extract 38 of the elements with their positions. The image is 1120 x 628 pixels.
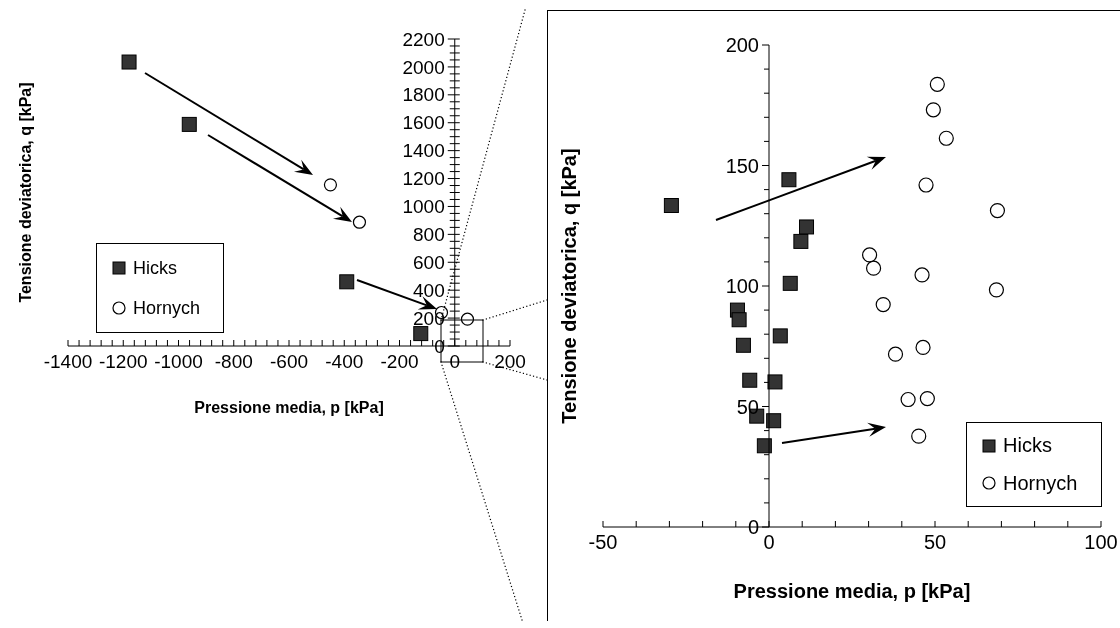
- y-tick-label: 1200: [402, 168, 445, 190]
- x-tick-label: 200: [494, 351, 526, 372]
- y-tick-label: 1000: [402, 196, 445, 218]
- y-tick-label: 0: [434, 335, 445, 357]
- y-tick-label: 1400: [402, 140, 445, 162]
- y-tick-label: 0: [747, 516, 759, 538]
- x-tick-label: 0: [449, 351, 461, 372]
- y-tick-label: 1800: [402, 84, 445, 106]
- x-tick-label: 0: [763, 531, 775, 553]
- x-tick-label: -600: [269, 351, 309, 372]
- y-tick-label: 400: [413, 279, 445, 301]
- y-axis-title: Tensione deviatorica, q [kPa]: [558, 148, 580, 424]
- x-tick-label: -50: [588, 531, 618, 553]
- x-tick-label: 50: [923, 531, 947, 553]
- y-tick-label: 200: [413, 307, 445, 329]
- y-tick-label: 600: [413, 251, 445, 273]
- legend-label: Hornych: [1003, 471, 1078, 495]
- x-tick-label: -1000: [154, 351, 203, 372]
- y-tick-label: 100: [725, 275, 759, 297]
- y-axis-title: Tensione deviatorica, q [kPa]: [16, 82, 34, 303]
- x-tick-label: -1400: [43, 351, 93, 372]
- legend-label: Hornych: [133, 297, 201, 319]
- legend-label: Hicks: [133, 257, 177, 279]
- x-tick-label: 100: [1084, 531, 1118, 553]
- y-tick-label: 2200: [402, 28, 445, 50]
- x-axis-title: Pressione media, p [kPa]: [194, 399, 384, 416]
- x-tick-label: -1200: [98, 351, 148, 372]
- y-tick-label: 150: [725, 154, 759, 177]
- legend-label: Hicks: [1003, 434, 1052, 458]
- y-tick-label: 1600: [402, 112, 445, 134]
- x-tick-label: -200: [380, 351, 419, 372]
- y-tick-label: 50: [736, 395, 759, 418]
- x-axis-title: Pressione media, p [kPa]: [733, 580, 971, 602]
- y-tick-label: 200: [725, 34, 759, 56]
- y-tick-label: 2000: [402, 56, 445, 78]
- y-tick-label: 800: [413, 224, 445, 246]
- x-tick-label: -800: [214, 351, 253, 372]
- x-tick-label: -400: [325, 351, 364, 372]
